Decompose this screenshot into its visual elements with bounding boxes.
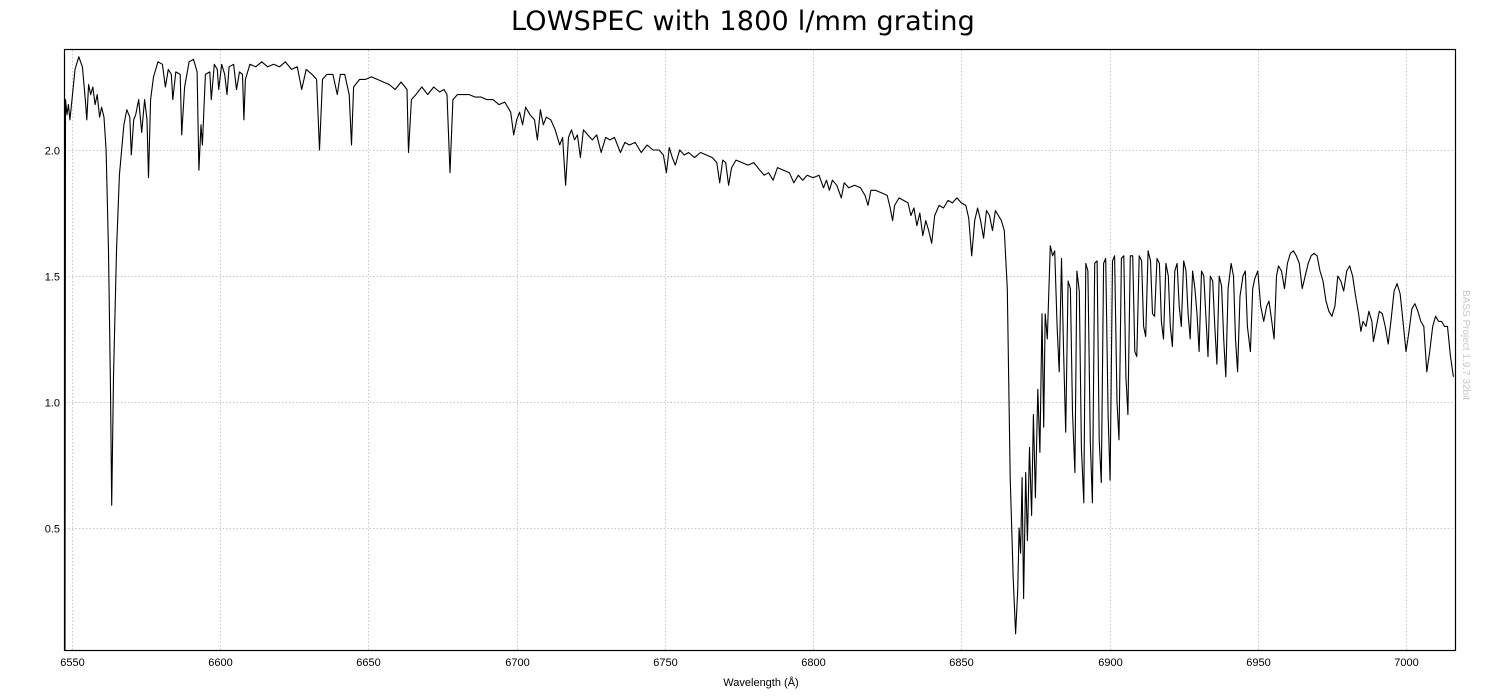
chart-title: LOWSPEC with 1800 l/mm grating <box>510 6 975 37</box>
x-tick-label: 6850 <box>949 657 973 669</box>
x-tick-label: 6800 <box>801 657 825 669</box>
x-tick-label: 6950 <box>1246 657 1270 669</box>
x-tick-label: 6650 <box>356 657 380 669</box>
y-tick-label: 1.5 <box>45 272 60 284</box>
grid-lines <box>65 50 1455 650</box>
x-tick-label: 6700 <box>505 657 529 669</box>
y-tick-label: 1.0 <box>45 398 60 410</box>
x-tick-label: 6900 <box>1098 657 1122 669</box>
x-tick-label: 6600 <box>208 657 232 669</box>
x-tick-label: 7000 <box>1394 657 1418 669</box>
y-tick-label: 0.5 <box>45 524 60 536</box>
software-watermark: BASS Project 1.9.7 32bit <box>1460 290 1471 400</box>
plot-area-frame <box>63 48 1457 652</box>
x-axis-ticks: 6550 6600 6650 6700 6750 6800 6850 6900 6950 7000 <box>60 657 1418 669</box>
y-tick-label: 2.0 <box>45 146 60 158</box>
spectrum-line <box>64 56 1454 651</box>
y-axis-ticks: 0.5 1.0 1.5 2.0 <box>45 146 60 536</box>
x-tick-label: 6550 <box>60 657 84 669</box>
x-tick-label: 6750 <box>653 657 677 669</box>
x-axis-title: Wavelength (Å) <box>723 676 798 689</box>
